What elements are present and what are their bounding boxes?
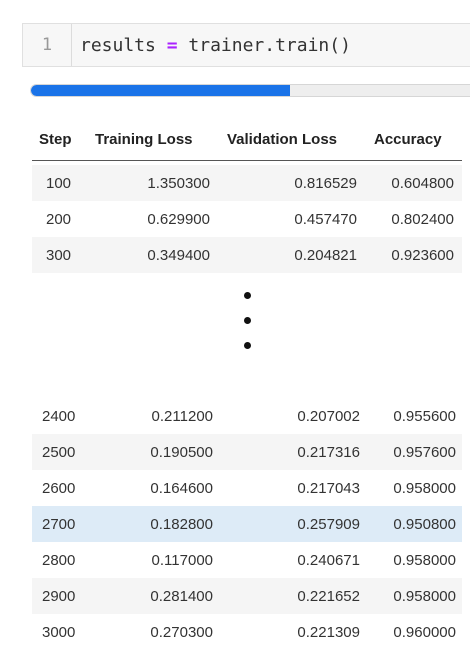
cell-step: 2700 bbox=[42, 515, 76, 533]
cell-validation-loss: 0.240671 bbox=[297, 551, 360, 569]
cell-validation-loss: 0.207002 bbox=[297, 407, 360, 425]
cell-training-loss: 0.182800 bbox=[150, 515, 213, 533]
table-row: 2900 0.281400 0.221652 0.958000 bbox=[32, 578, 462, 614]
cell-step: 300 bbox=[46, 246, 72, 264]
cell-training-loss: 0.190500 bbox=[150, 443, 213, 461]
cell-training-loss: 0.281400 bbox=[150, 587, 213, 605]
code-cell[interactable]: 1 results = trainer.train() bbox=[22, 23, 470, 67]
table-row: 300 0.349400 0.204821 0.923600 bbox=[32, 237, 462, 273]
table-row: 100 1.350300 0.816529 0.604800 bbox=[32, 165, 462, 201]
cell-validation-loss: 0.217043 bbox=[297, 479, 360, 497]
cell-step: 2500 bbox=[42, 443, 76, 461]
cell-accuracy: 0.958000 bbox=[393, 551, 456, 569]
cell-training-loss: 0.117000 bbox=[151, 551, 213, 569]
table-row: 2800 0.117000 0.240671 0.958000 bbox=[32, 542, 462, 578]
cell-accuracy: 0.958000 bbox=[393, 587, 456, 605]
cell-validation-loss: 0.816529 bbox=[294, 174, 357, 192]
table-row: 2600 0.164600 0.217043 0.958000 bbox=[32, 470, 462, 506]
header-accuracy: Accuracy bbox=[374, 131, 442, 148]
training-progress-bar bbox=[30, 84, 470, 97]
code-line[interactable]: results = trainer.train() bbox=[72, 35, 351, 56]
cell-accuracy: 0.957600 bbox=[393, 443, 456, 461]
table-row: 2500 0.190500 0.217316 0.957600 bbox=[32, 434, 462, 470]
line-number: 1 bbox=[23, 24, 72, 66]
cell-validation-loss: 0.204821 bbox=[294, 246, 357, 264]
cell-training-loss: 0.629900 bbox=[147, 210, 210, 228]
vertical-ellipsis-icon bbox=[244, 292, 252, 354]
cell-validation-loss: 0.221652 bbox=[297, 587, 360, 605]
cell-step: 2900 bbox=[42, 587, 76, 605]
table-row: 2700 0.182800 0.257909 0.950800 bbox=[32, 506, 462, 542]
cell-step: 3000 bbox=[42, 623, 76, 641]
cell-validation-loss: 0.257909 bbox=[297, 515, 360, 533]
cell-accuracy: 0.955600 bbox=[393, 407, 456, 425]
cell-training-loss: 1.350300 bbox=[147, 174, 210, 192]
header-training-loss: Training Loss bbox=[95, 131, 193, 148]
cell-accuracy: 0.950800 bbox=[393, 515, 456, 533]
cell-accuracy: 0.802400 bbox=[391, 210, 454, 228]
header-divider bbox=[32, 160, 462, 161]
cell-validation-loss: 0.221309 bbox=[297, 623, 360, 641]
table-row: 200 0.629900 0.457470 0.802400 bbox=[32, 201, 462, 237]
cell-training-loss: 0.211200 bbox=[151, 407, 213, 425]
cell-accuracy: 0.923600 bbox=[391, 246, 454, 264]
cell-step: 2400 bbox=[42, 407, 76, 425]
cell-validation-loss: 0.457470 bbox=[294, 210, 357, 228]
header-step: Step bbox=[39, 131, 72, 148]
cell-accuracy: 0.958000 bbox=[393, 479, 456, 497]
cell-accuracy: 0.960000 bbox=[393, 623, 456, 641]
code-call: trainer.train() bbox=[188, 34, 351, 56]
progress-fill bbox=[31, 85, 290, 96]
header-validation-loss: Validation Loss bbox=[227, 131, 338, 148]
code-operator: = bbox=[166, 34, 178, 56]
cell-training-loss: 0.349400 bbox=[147, 246, 210, 264]
table-row: 3000 0.270300 0.221309 0.960000 bbox=[32, 614, 462, 650]
table-row: 2400 0.211200 0.207002 0.955600 bbox=[32, 398, 462, 434]
cell-training-loss: 0.164600 bbox=[150, 479, 213, 497]
cell-step: 2800 bbox=[42, 551, 76, 569]
cell-accuracy: 0.604800 bbox=[391, 174, 454, 192]
cell-step: 2600 bbox=[42, 479, 76, 497]
code-variable: results bbox=[80, 34, 156, 56]
cell-validation-loss: 0.217316 bbox=[297, 443, 360, 461]
cell-step: 200 bbox=[46, 210, 72, 228]
cell-training-loss: 0.270300 bbox=[150, 623, 213, 641]
cell-step: 100 bbox=[46, 174, 72, 192]
